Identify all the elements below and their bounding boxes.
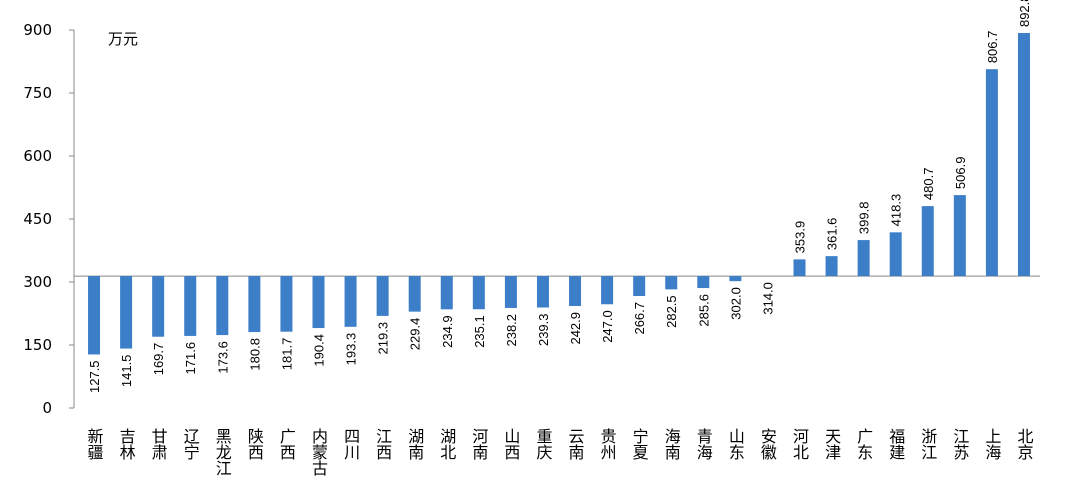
bar — [601, 276, 614, 305]
x-tick-label: 云南 — [566, 428, 585, 460]
bar — [408, 276, 421, 312]
bar — [921, 206, 934, 277]
value-label: 127.5 — [87, 360, 102, 393]
value-label: 266.7 — [632, 302, 647, 335]
value-label: 353.9 — [793, 221, 808, 254]
bar — [825, 256, 838, 277]
x-tick-label: 宁夏 — [630, 428, 649, 460]
value-label: 361.6 — [825, 218, 840, 251]
unit-annotation: 万元 — [108, 30, 138, 48]
value-label: 173.6 — [215, 341, 230, 374]
bar — [248, 276, 261, 333]
y-tick-label: 450 — [23, 210, 52, 228]
bar — [376, 276, 389, 316]
value-label: 314.0 — [760, 282, 775, 315]
bar — [633, 276, 646, 296]
value-label: 480.7 — [921, 168, 936, 201]
value-label: 418.3 — [889, 194, 904, 227]
bar — [953, 195, 966, 277]
x-tick-label: 湖南 — [405, 428, 424, 460]
x-tick-label: 吉林 — [117, 428, 136, 460]
y-tick-label: 0 — [42, 399, 52, 417]
x-tick-label: 青海 — [694, 428, 713, 460]
x-tick-label: 浙江 — [918, 428, 937, 460]
value-label: 892.8 — [1017, 0, 1032, 27]
x-tick-label: 辽宁 — [181, 428, 200, 460]
x-tick-label: 贵州 — [598, 428, 617, 460]
x-tick-label: 北京 — [1014, 428, 1033, 461]
y-tick-label: 600 — [23, 147, 52, 165]
x-tick-label: 江苏 — [950, 428, 969, 461]
y-tick-label: 150 — [23, 336, 52, 354]
x-tick-label: 湖北 — [437, 428, 456, 460]
x-tick-label: 陕西 — [245, 428, 264, 460]
x-tick-label: 新疆 — [85, 428, 104, 460]
value-label: 181.7 — [279, 338, 294, 371]
x-tick-label: 天津 — [822, 428, 841, 460]
x-tick-label: 河南 — [469, 428, 488, 460]
bar — [793, 259, 806, 277]
bar — [729, 276, 742, 282]
bar — [1017, 33, 1030, 277]
bar — [216, 276, 229, 336]
y-tick-label: 900 — [23, 21, 52, 39]
x-tick-label: 安徽 — [758, 428, 777, 460]
value-label: 219.3 — [376, 322, 391, 355]
value-label: 806.7 — [985, 31, 1000, 64]
bar — [120, 276, 133, 349]
value-label: 193.3 — [344, 333, 359, 366]
x-tick-label: 内蒙古 — [309, 428, 328, 476]
x-tick-label: 江西 — [373, 428, 392, 460]
value-label: 180.8 — [247, 338, 262, 371]
value-label: 190.4 — [312, 334, 327, 367]
x-tick-label: 山西 — [501, 428, 520, 460]
x-tick-label: 山东 — [726, 428, 745, 460]
value-label: 234.9 — [440, 315, 455, 348]
bar — [344, 276, 357, 327]
value-label: 506.9 — [953, 157, 968, 190]
value-label: 235.1 — [472, 315, 487, 348]
value-label: 242.9 — [568, 312, 583, 345]
bar — [889, 232, 902, 277]
bar — [569, 276, 582, 306]
value-label: 247.0 — [600, 310, 615, 343]
x-tick-label: 海南 — [662, 428, 681, 460]
x-tick-label: 上海 — [982, 428, 1001, 460]
bar — [472, 276, 485, 310]
x-tick-label: 黑龙江 — [213, 428, 232, 476]
y-tick-label: 750 — [23, 84, 52, 102]
bar — [440, 276, 453, 310]
bar — [280, 276, 293, 332]
bar — [697, 276, 710, 289]
bar — [152, 276, 165, 337]
value-label: 399.8 — [857, 202, 872, 235]
x-tick-label: 福建 — [886, 428, 905, 460]
bar — [504, 276, 517, 308]
bar — [985, 69, 998, 277]
x-tick-label: 广东 — [854, 428, 873, 460]
bar — [312, 276, 325, 329]
bar — [857, 240, 870, 277]
bar — [88, 276, 101, 355]
value-label: 141.5 — [119, 355, 134, 388]
x-tick-label: 广西 — [277, 428, 296, 460]
x-tick-label: 河北 — [790, 428, 809, 460]
bar — [184, 276, 197, 336]
value-label: 171.6 — [183, 342, 198, 375]
value-label: 169.7 — [151, 343, 166, 376]
value-label: 282.5 — [664, 295, 679, 328]
value-label: 229.4 — [408, 318, 423, 351]
value-label: 285.6 — [696, 294, 711, 327]
y-tick-label: 300 — [23, 273, 52, 291]
value-label: 302.0 — [728, 287, 743, 320]
x-tick-label: 重庆 — [533, 428, 552, 460]
value-label: 239.3 — [536, 313, 551, 346]
bar — [536, 276, 549, 308]
x-tick-label: 甘肃 — [149, 428, 168, 460]
x-tick-label: 四川 — [341, 428, 360, 460]
bar — [665, 276, 678, 290]
value-label: 238.2 — [504, 314, 519, 347]
